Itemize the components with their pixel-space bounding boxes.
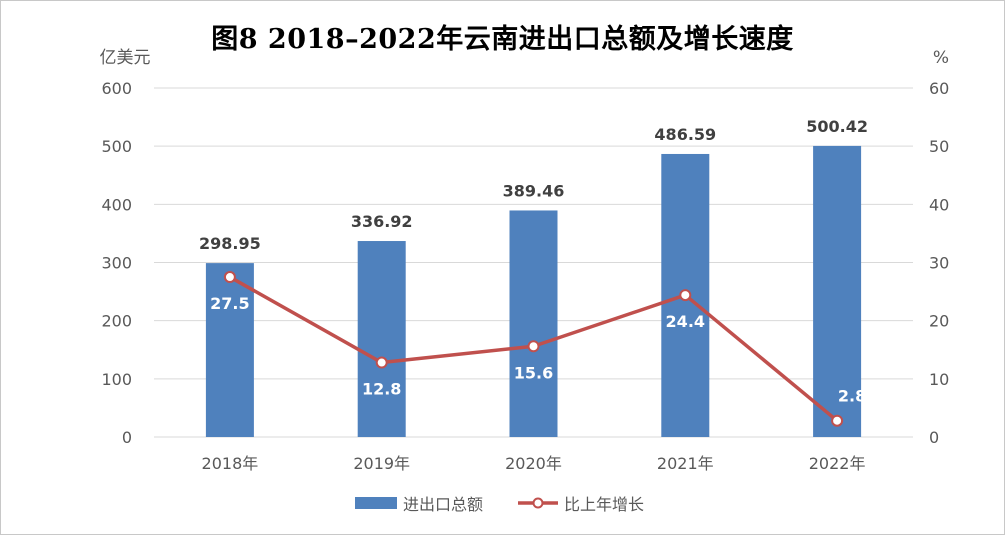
- left-tick-label: 200: [101, 312, 132, 331]
- bar: [357, 241, 406, 437]
- line-marker: [831, 414, 844, 427]
- line-data-label: 12.8: [362, 380, 401, 399]
- bar: [813, 145, 862, 437]
- right-tick-label: 0: [929, 428, 939, 447]
- legend-bar-swatch: [355, 497, 397, 509]
- category-label: 2021年: [657, 454, 714, 473]
- line-data-label: 2.8: [838, 387, 866, 406]
- legend-line-label: 比上年增长: [564, 495, 644, 514]
- line-data-label: 27.5: [210, 294, 249, 313]
- line-marker: [679, 289, 692, 302]
- bar-data-label: 298.95: [199, 234, 261, 253]
- line-marker: [527, 340, 540, 353]
- right-tick-label: 20: [929, 312, 949, 331]
- line-data-label: 15.6: [514, 363, 553, 382]
- bar-data-label: 336.92: [351, 212, 413, 231]
- bar-data-label: 500.42: [806, 117, 868, 136]
- bar: [509, 210, 558, 437]
- category-label: 2022年: [809, 454, 866, 473]
- left-tick-label: 0: [122, 428, 132, 447]
- chart-title: 图8 2018–2022年云南进出口总额及增长速度: [211, 24, 794, 55]
- right-tick-label: 40: [929, 195, 949, 214]
- legend-bar-label: 进出口总额: [403, 495, 483, 514]
- right-tick-label: 60: [929, 79, 949, 98]
- right-tick-label: 30: [929, 254, 949, 273]
- right-tick-label: 50: [929, 137, 949, 156]
- line-marker: [223, 271, 236, 284]
- bar-data-label: 389.46: [503, 181, 565, 200]
- line-data-label: 24.4: [666, 312, 705, 331]
- left-axis-label: 亿美元: [100, 48, 151, 68]
- line-marker: [375, 356, 388, 369]
- left-tick-label: 300: [101, 254, 132, 273]
- left-tick-label: 100: [101, 370, 132, 389]
- left-tick-label: 600: [101, 79, 132, 98]
- category-label: 2020年: [505, 454, 562, 473]
- left-tick-label: 400: [101, 195, 132, 214]
- category-label: 2018年: [202, 454, 259, 473]
- bar: [205, 263, 254, 437]
- bar-data-label: 486.59: [654, 125, 716, 144]
- right-tick-label: 10: [929, 370, 949, 389]
- legend-line-marker: [532, 497, 544, 509]
- right-axis-label: %: [933, 48, 949, 68]
- category-label: 2019年: [353, 454, 410, 473]
- left-tick-label: 500: [101, 137, 132, 156]
